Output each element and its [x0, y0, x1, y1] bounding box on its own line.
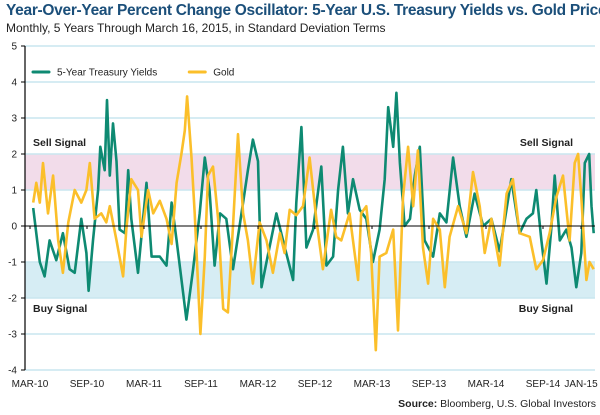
x-tick-label: JAN-15	[564, 379, 598, 390]
chart-title: Year-Over-Year Percent Change Oscillator…	[6, 2, 600, 19]
y-tick-label: 4	[11, 78, 17, 89]
signal-label: Buy Signal	[33, 303, 87, 315]
signal-band	[25, 262, 595, 298]
y-tick-label: 3	[11, 114, 17, 125]
y-tick-label: 2	[11, 150, 17, 161]
x-tick-label: SEP-11	[184, 379, 218, 390]
y-tick-label: 5	[11, 42, 17, 53]
y-tick-label: -2	[8, 294, 17, 305]
x-tick-label: MAR-11	[126, 379, 162, 390]
x-tick-label: SEP-14	[526, 379, 561, 390]
signal-label: Buy Signal	[519, 303, 573, 315]
legend-label: 5-Year Treasury Yields	[57, 68, 157, 79]
x-tick-label: MAR-13	[354, 379, 391, 390]
y-tick-label: 1	[11, 186, 17, 197]
x-tick-label: MAR-12	[240, 379, 277, 390]
chart-subtitle: Monthly, 5 Years Through March 16, 2015,…	[6, 21, 386, 35]
y-tick-label: 0	[11, 222, 17, 233]
x-tick-label: MAR-14	[468, 379, 505, 390]
source-text: Bloomberg, U.S. Global Investors	[440, 398, 596, 410]
legend-label: Gold	[213, 68, 234, 79]
source-note: Source: Bloomberg, U.S. Global Investors	[398, 398, 596, 410]
source-label: Source:	[398, 398, 438, 410]
y-tick-label: -4	[8, 366, 17, 377]
y-tick-label: -1	[8, 258, 17, 269]
y-tick-label: -3	[8, 330, 17, 341]
x-tick-label: SEP-12	[298, 379, 333, 390]
x-tick-label: SEP-13	[412, 379, 447, 390]
x-tick-label: MAR-10	[12, 379, 49, 390]
x-tick-label: SEP-10	[70, 379, 105, 390]
signal-label: Sell Signal	[520, 137, 573, 149]
signal-label: Sell Signal	[33, 137, 86, 149]
series-line	[31, 95, 595, 352]
